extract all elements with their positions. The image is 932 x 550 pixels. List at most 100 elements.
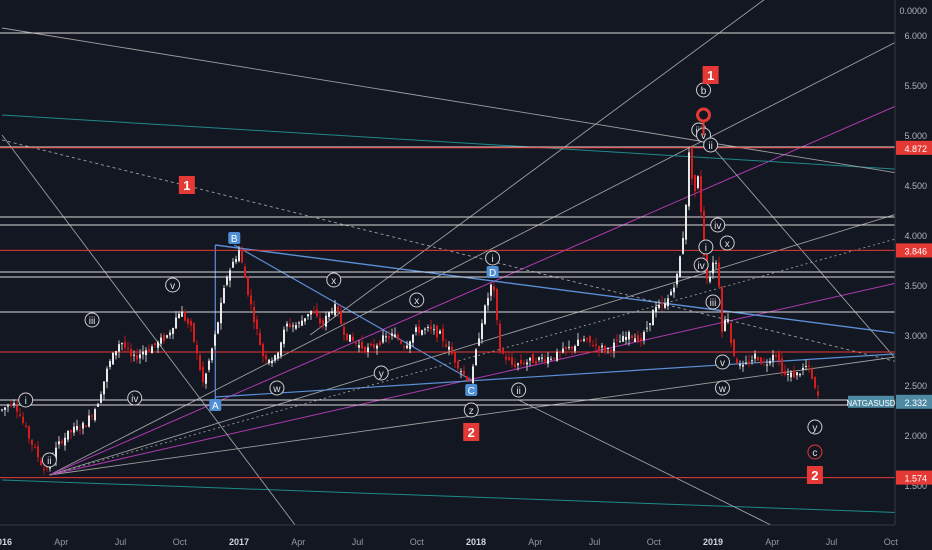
candle-body[interactable] <box>331 311 333 314</box>
candle-body[interactable] <box>115 351 117 356</box>
candle-body[interactable] <box>67 430 69 440</box>
candle-body[interactable] <box>121 343 123 345</box>
trendline-down-top[interactable] <box>1 27 910 176</box>
wave-circle-label[interactable] <box>698 239 714 255</box>
candle-body[interactable] <box>511 357 513 365</box>
candle-body[interactable] <box>718 262 720 287</box>
candle-body[interactable] <box>457 360 459 369</box>
candle-body[interactable] <box>544 359 546 362</box>
candle-body[interactable] <box>250 295 252 305</box>
candle-body[interactable] <box>97 403 99 407</box>
candle-body[interactable] <box>118 344 120 352</box>
candle-body[interactable] <box>658 304 660 309</box>
candle-body[interactable] <box>796 372 798 376</box>
wave-circle-label[interactable] <box>18 392 34 408</box>
candle-body[interactable] <box>556 351 558 361</box>
candle-body[interactable] <box>574 346 576 352</box>
candle-body[interactable] <box>802 367 804 370</box>
candle-body[interactable] <box>13 403 15 405</box>
candle-body[interactable] <box>625 336 627 340</box>
candle-body[interactable] <box>541 357 543 359</box>
candle-body[interactable] <box>208 360 210 370</box>
candle-body[interactable] <box>202 366 204 382</box>
candle-body[interactable] <box>70 429 72 433</box>
candle-body[interactable] <box>187 318 189 324</box>
candle-body[interactable] <box>301 320 303 326</box>
candle-body[interactable] <box>487 298 489 306</box>
candle-body[interactable] <box>673 287 675 293</box>
candle-body[interactable] <box>700 176 702 213</box>
candle-body[interactable] <box>739 364 741 366</box>
candle-body[interactable] <box>286 323 288 327</box>
candle-body[interactable] <box>307 314 309 317</box>
candle-body[interactable] <box>502 348 504 354</box>
candle-body[interactable] <box>79 429 81 431</box>
candle-body[interactable] <box>142 351 144 355</box>
candle-body[interactable] <box>715 262 717 264</box>
wave-circle-label[interactable] <box>373 365 389 381</box>
candle-body[interactable] <box>196 344 198 354</box>
candle-body[interactable] <box>775 355 777 357</box>
candle-body[interactable] <box>253 306 255 323</box>
candle-body[interactable] <box>571 346 573 349</box>
candle-body[interactable] <box>58 441 60 445</box>
candle-body[interactable] <box>646 327 648 329</box>
candle-body[interactable] <box>439 330 441 334</box>
candle-body[interactable] <box>679 256 681 277</box>
candle-body[interactable] <box>328 312 330 318</box>
candle-body[interactable] <box>136 355 138 360</box>
candle-body[interactable] <box>223 288 225 304</box>
candle-body[interactable] <box>661 302 663 305</box>
candle-body[interactable] <box>484 305 486 324</box>
candle-body[interactable] <box>655 306 657 313</box>
candle-body[interactable] <box>82 422 84 429</box>
candle-body[interactable] <box>244 266 246 278</box>
candle-body[interactable] <box>16 405 18 412</box>
candle-body[interactable] <box>220 302 222 324</box>
wave-circle-label[interactable] <box>807 419 823 435</box>
candle-body[interactable] <box>613 342 615 352</box>
candle-body[interactable] <box>430 326 432 329</box>
candle-body[interactable] <box>409 341 411 349</box>
candle-body[interactable] <box>769 361 771 364</box>
candle-body[interactable] <box>466 376 468 381</box>
candle-body[interactable] <box>478 338 480 346</box>
candle-body[interactable] <box>157 342 159 348</box>
wave-circle-label[interactable] <box>714 380 730 396</box>
candle-body[interactable] <box>235 259 237 263</box>
candle-body[interactable] <box>799 373 801 376</box>
wave-circle-label[interactable] <box>485 250 501 266</box>
candle-body[interactable] <box>697 176 699 188</box>
candle-body[interactable] <box>40 460 42 466</box>
candle-body[interactable] <box>508 357 510 360</box>
candle-body[interactable] <box>607 348 609 350</box>
candle-body[interactable] <box>370 343 372 346</box>
candle-body[interactable] <box>148 349 150 351</box>
candle-body[interactable] <box>319 317 321 324</box>
candle-body[interactable] <box>160 337 162 344</box>
candle-body[interactable] <box>682 238 684 254</box>
candle-body[interactable] <box>256 319 258 329</box>
candle-body[interactable] <box>181 311 183 317</box>
candle-body[interactable] <box>514 364 516 367</box>
candle-body[interactable] <box>7 405 9 407</box>
candle-body[interactable] <box>241 249 243 263</box>
candle-body[interactable] <box>595 344 597 346</box>
candle-body[interactable] <box>760 357 762 364</box>
candle-body[interactable] <box>229 270 231 281</box>
candle-body[interactable] <box>589 335 591 343</box>
candle-body[interactable] <box>691 148 693 179</box>
candle-body[interactable] <box>397 334 399 340</box>
candle-body[interactable] <box>277 352 279 359</box>
candle-body[interactable] <box>784 370 786 375</box>
candle-body[interactable] <box>280 342 282 356</box>
degree-label-box[interactable] <box>463 423 480 441</box>
candle-body[interactable] <box>808 365 810 367</box>
candle-body[interactable] <box>583 339 585 341</box>
candle-body[interactable] <box>109 361 111 367</box>
candle-body[interactable] <box>676 273 678 285</box>
candle-body[interactable] <box>349 334 351 342</box>
candle-body[interactable] <box>259 332 261 346</box>
candle-body[interactable] <box>817 391 819 396</box>
